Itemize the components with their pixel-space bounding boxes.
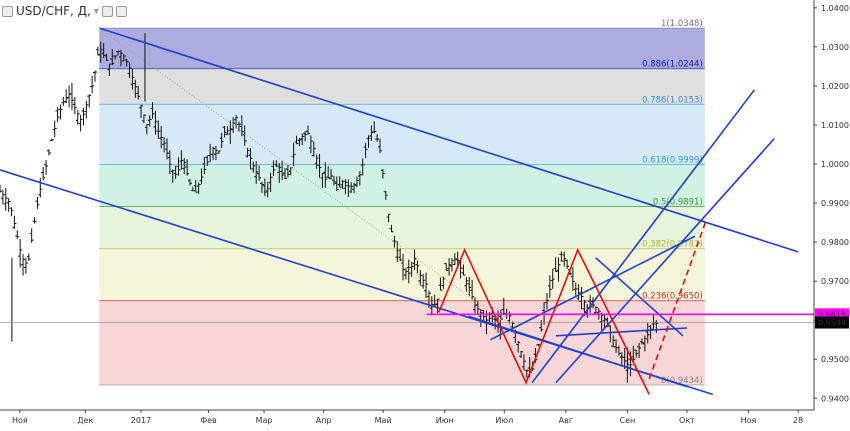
x-tick-label: Июн	[436, 416, 454, 425]
x-tick-label: Окт	[679, 416, 695, 425]
fib-band	[99, 206, 705, 249]
x-tick-label: Апр	[316, 416, 332, 425]
fib-level-label: 0.236(0.9650)	[642, 292, 703, 302]
trendline	[490, 235, 696, 341]
x-tick-label: Ноя	[12, 416, 28, 425]
trendline	[531, 89, 756, 384]
x-tick-label: 2017	[131, 416, 151, 425]
fib-level-label: 0.382(0.9783)	[642, 240, 703, 250]
trendline	[595, 257, 684, 337]
y-tick-label: 0.9700	[821, 277, 849, 286]
x-tick-label: Мар	[256, 416, 273, 425]
x-tick-label: Сен	[620, 416, 636, 425]
x-tick-label: Май	[375, 416, 392, 425]
close-icon[interactable]	[115, 5, 127, 17]
current-price-tag-bg	[815, 316, 849, 329]
symbol-title: USD/CHF, Д,	[16, 4, 91, 18]
collapse-icon[interactable]	[2, 5, 13, 17]
fib-band	[99, 164, 705, 207]
y-tick-label: 1.0200	[821, 82, 849, 91]
fib-band	[99, 300, 705, 386]
trendline	[555, 138, 775, 384]
trendline	[555, 327, 687, 337]
settings-icon[interactable]	[101, 5, 113, 17]
y-tick-label: 1.0000	[821, 160, 849, 169]
chart-header: USD/CHF, Д, ▾	[2, 3, 127, 19]
y-tick-label: 1.0400	[821, 4, 849, 13]
price-bars	[0, 33, 814, 383]
fib-band	[99, 68, 705, 105]
y-tick-label: 0.9400	[821, 394, 849, 403]
trendline	[99, 27, 799, 253]
fib-band	[99, 248, 705, 301]
fib-band	[99, 28, 705, 69]
fib-level-label: 0(0.9434)	[661, 376, 703, 386]
trendline	[99, 27, 481, 305]
y-tick-label: 0.9500	[821, 355, 849, 364]
x-tick-label: Дек	[77, 416, 93, 425]
fib-level-label: 1(1.0348)	[661, 19, 703, 29]
x-tick-label: Ноя	[741, 416, 757, 425]
x-tick-label: Авг	[559, 416, 573, 425]
x-tick-label: 28	[793, 416, 803, 425]
x-tick-label: Фев	[200, 416, 217, 425]
drawing-tools	[0, 27, 814, 396]
fib-level-label: 0.886(1.0244)	[642, 60, 703, 70]
trendline	[648, 218, 708, 380]
chevron-down-icon[interactable]: ▾	[93, 5, 99, 17]
y-tick-label: 0.9900	[821, 199, 849, 208]
current-price-tag: 0.9594	[818, 319, 846, 328]
fib-level-label: 0.618(0.9999)	[642, 155, 703, 165]
fib-level-label: 0.786(1.0153)	[642, 95, 703, 105]
trendline	[438, 247, 650, 395]
y-tick-label: 0.9800	[821, 238, 849, 247]
x-tick-label: Июл	[495, 416, 513, 425]
y-tick-label: 1.0100	[821, 121, 849, 130]
marked-price-tag: 0.9615	[818, 310, 846, 319]
fibonacci-retracement: 1(1.0348) 0.886(1.0244) 0.786(1.0153) 0.618…	[99, 19, 705, 386]
y-tick-label: 1.0300	[821, 43, 849, 52]
fib-level-label: 0.5(0.9891)	[653, 198, 703, 208]
fib-band	[99, 104, 705, 165]
